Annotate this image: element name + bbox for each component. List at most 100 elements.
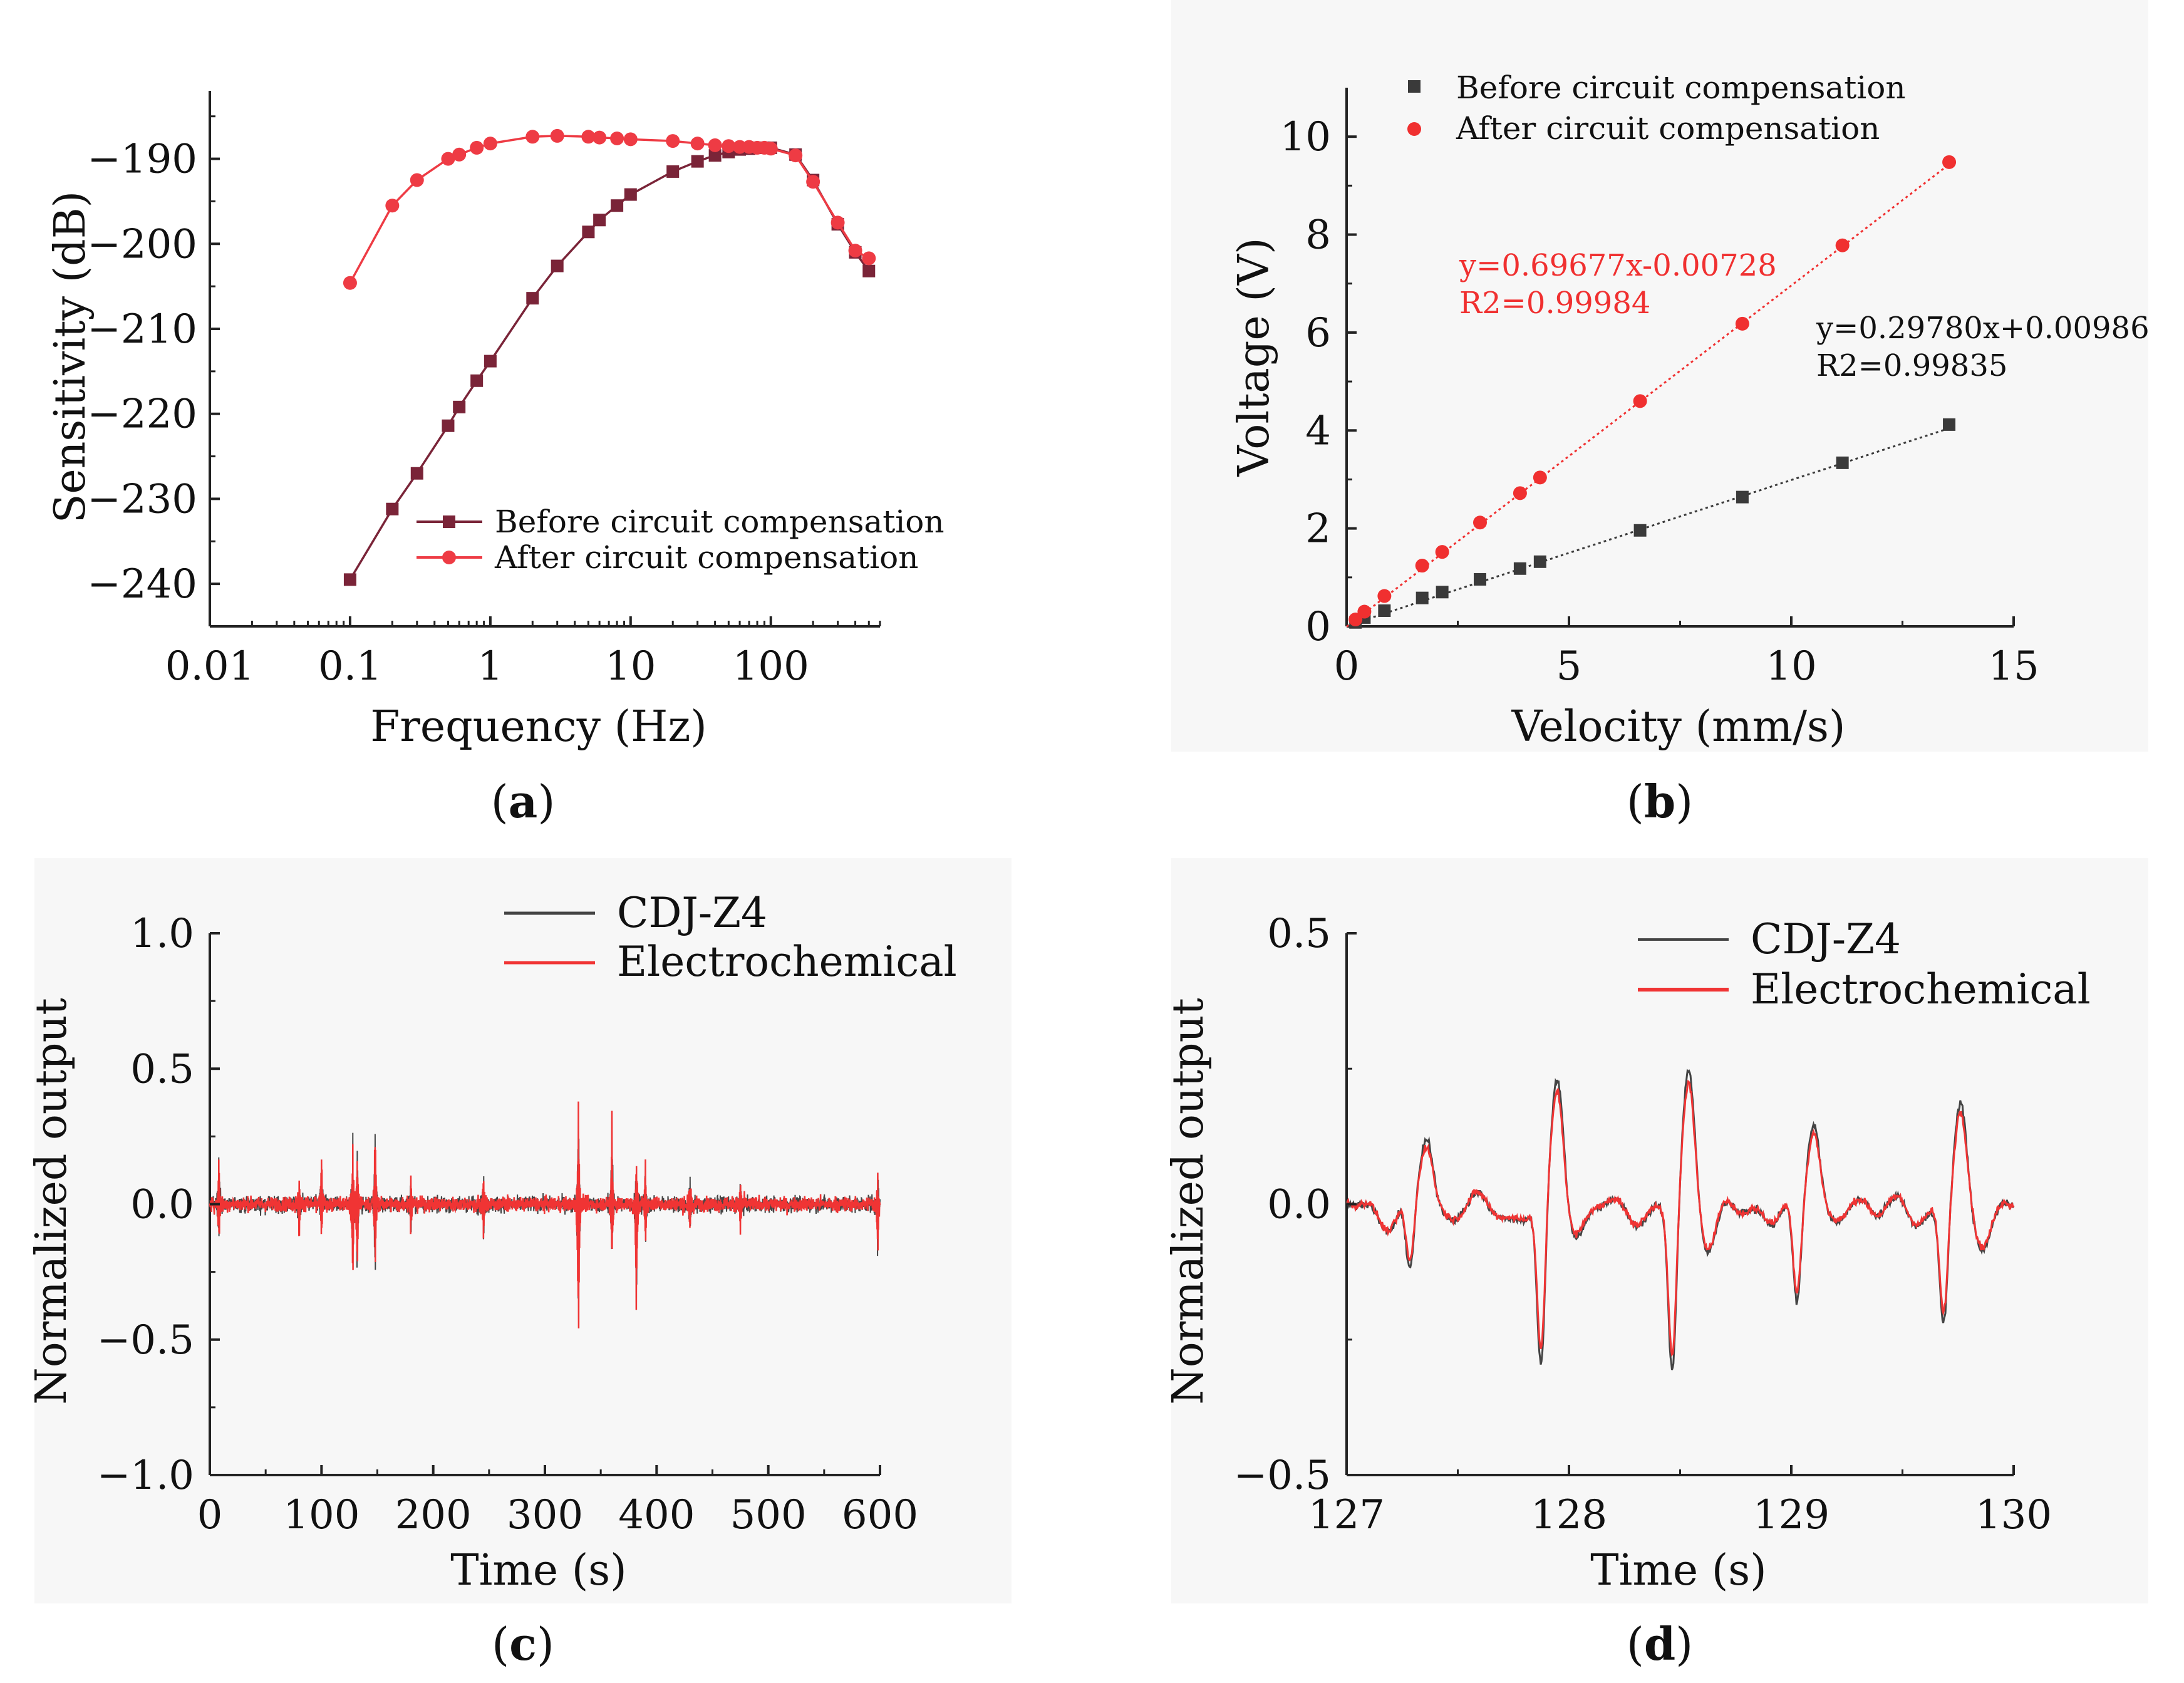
panel-d-xtick-label: 127 xyxy=(1308,1492,1385,1538)
panel-d-ytick-label: 0.0 xyxy=(1267,1182,1331,1228)
panel-a-ytick-label: −230 xyxy=(87,476,197,522)
panel-c-xtick-label: 200 xyxy=(395,1492,472,1538)
panel-b-ytick-label: 6 xyxy=(1305,310,1331,356)
panel-c-ticks: 0 100 200 300 400 500 600 −1.0 −0.5 0.0 0.5 1.0 xyxy=(97,911,918,1538)
panel-b-series xyxy=(1346,155,1957,629)
panel-a-point-after xyxy=(593,130,607,145)
panel-a-point-after xyxy=(623,132,638,147)
panel-c-ytick-label: −0.5 xyxy=(97,1317,194,1364)
panel-a-point-after xyxy=(666,134,680,148)
panel-b-point-after xyxy=(1473,515,1487,530)
panel-d-xtick-label: 128 xyxy=(1531,1492,1607,1538)
panel-a-point-after xyxy=(789,148,803,163)
panel-b-ticks: 0 5 10 15 0 2 4 6 8 10 xyxy=(1280,114,2039,690)
panel-b-legend-after-marker xyxy=(1407,122,1421,136)
panel-b-chart: 0 5 10 15 0 2 4 6 8 10 Velocity (mm/s) Voltage (V… xyxy=(1229,70,2150,752)
panel-c-legend: CDJ-Z4 Electrochemical xyxy=(504,889,957,986)
panel-b-xtick-label: 5 xyxy=(1556,643,1582,690)
panel-b-ytick-label: 8 xyxy=(1305,212,1331,259)
panel-a-ytick-label: −200 xyxy=(87,221,197,267)
panel-b-fit-line-before xyxy=(1346,427,1950,627)
panel-d-ticks: 127 128 129 130 −0.5 0.0 0.5 xyxy=(1234,911,2052,1538)
panel-a-point-before xyxy=(470,374,484,387)
panel-a-point-before xyxy=(453,400,466,413)
panel-a-caption-letter: a xyxy=(509,775,538,828)
panel-a-ytick-label: −220 xyxy=(87,391,197,438)
panel-a-point-after xyxy=(470,140,484,155)
panel-c-ytick-label: 0.0 xyxy=(130,1182,194,1228)
panel-c-xtick-label: 0 xyxy=(197,1492,223,1538)
panel-b-legend-after-label: After circuit compensation xyxy=(1456,110,1880,147)
panel-a-ticks: 0.01 0.1 1 10 100 −240 −230 −220 −210 −200 −190 xyxy=(87,115,881,690)
panel-a-caption: (a) xyxy=(491,775,556,828)
panel-c-legend-electro-label: Electrochemical xyxy=(617,938,957,986)
panel-b-point-after xyxy=(1357,604,1372,619)
panel-c-xtick-label: 500 xyxy=(730,1492,807,1538)
panel-a-point-after xyxy=(550,128,564,143)
panel-a-legend-after-marker xyxy=(442,551,456,564)
panel-b-ytick-label: 10 xyxy=(1280,114,1331,160)
panel-a-point-before xyxy=(386,502,399,515)
panel-b-point-after xyxy=(1377,589,1392,603)
panel-a-xtick-label: 100 xyxy=(733,643,809,690)
panel-b-legend-before-marker xyxy=(1408,80,1421,93)
panel-b-point-after xyxy=(1633,394,1647,408)
panel-b-point-after xyxy=(1348,613,1363,627)
panel-c-ytick-label: 0.5 xyxy=(130,1046,194,1092)
panel-b-point-before xyxy=(1513,562,1526,575)
panel-a-legend-before-label: Before circuit compensation xyxy=(495,504,945,540)
panel-b-ytick-label: 2 xyxy=(1305,506,1331,552)
panel-b-point-before xyxy=(1736,490,1749,504)
panel-d-ytick-label: −0.5 xyxy=(1234,1453,1331,1499)
panel-b-point-before xyxy=(1436,586,1449,599)
panel-a-ytick-label: −210 xyxy=(87,306,197,353)
panel-a-ytick-label: −190 xyxy=(87,137,197,183)
panel-a-xtick-label: 1 xyxy=(478,643,504,690)
panel-b-xtick-label: 15 xyxy=(1988,643,2039,690)
panel-d-legend-electro-label: Electrochemical xyxy=(1751,965,2091,1013)
panel-c-xtick-label: 100 xyxy=(283,1492,360,1538)
panel-c-legend-cdj-label: CDJ-Z4 xyxy=(617,889,767,937)
panel-b-before-equation: y=0.29780x+0.00986 xyxy=(1816,311,2150,346)
panel-b-caption-letter: b xyxy=(1644,775,1675,828)
panel-a-point-after xyxy=(848,244,862,258)
panel-d-series-line-electro xyxy=(1346,1079,2015,1357)
panel-d-ytick-label: 0.5 xyxy=(1267,911,1331,957)
panel-b-legend: Before circuit compensation After circui… xyxy=(1407,70,1906,147)
panel-b-caption: (b) xyxy=(1627,775,1694,828)
panel-a-point-before xyxy=(708,149,722,162)
panel-c-ylabel: Normalized output xyxy=(27,998,76,1404)
panel-c-caption-letter: c xyxy=(509,1617,537,1670)
panel-d-legend-cdj-label: CDJ-Z4 xyxy=(1751,915,1901,963)
panel-b-before-r2: R2=0.99835 xyxy=(1816,348,2007,383)
panel-b-point-before xyxy=(1378,604,1391,617)
panel-a-xtick-label: 10 xyxy=(605,643,656,690)
panel-a-point-before xyxy=(582,225,595,239)
panel-a-chart: 0.01 0.1 1 10 100 −240 −230 −220 −210 −200 −190 Fr… xyxy=(46,91,945,752)
panel-b-point-after xyxy=(1415,559,1429,573)
panel-a-point-after xyxy=(610,132,624,145)
panel-a-point-after xyxy=(441,152,455,166)
panel-b-ytick-label: 4 xyxy=(1305,408,1331,454)
panel-d-ylabel: Normalized output xyxy=(1164,998,1213,1404)
panel-a-point-after xyxy=(343,276,357,290)
panel-a-series xyxy=(343,128,876,586)
panel-c-background xyxy=(34,858,1012,1603)
panel-a-axes xyxy=(209,91,880,628)
panel-b-point-after xyxy=(1435,545,1449,559)
panel-a-point-after xyxy=(483,137,497,151)
panel-b-xtick-label: 10 xyxy=(1766,643,1816,690)
panel-b-legend-before-label: Before circuit compensation xyxy=(1456,70,1906,106)
panel-a-legend: Before circuit compensation After circui… xyxy=(417,504,945,576)
panel-a-point-before xyxy=(343,573,356,586)
panel-a-point-after xyxy=(763,142,778,156)
panel-c-ytick-label: −1.0 xyxy=(97,1453,194,1499)
panel-b-point-after xyxy=(1835,238,1850,252)
panel-c-series xyxy=(209,1101,881,1328)
panel-c-chart: 0 100 200 300 400 500 600 −1.0 −0.5 0.0 0.5 1.0 Tim… xyxy=(27,889,957,1595)
panel-d-caption: (d) xyxy=(1627,1617,1694,1670)
panel-c-caption: (c) xyxy=(492,1617,554,1670)
panel-c-ytick-label: 1.0 xyxy=(130,911,194,957)
panel-d-caption-letter: d xyxy=(1644,1617,1675,1670)
